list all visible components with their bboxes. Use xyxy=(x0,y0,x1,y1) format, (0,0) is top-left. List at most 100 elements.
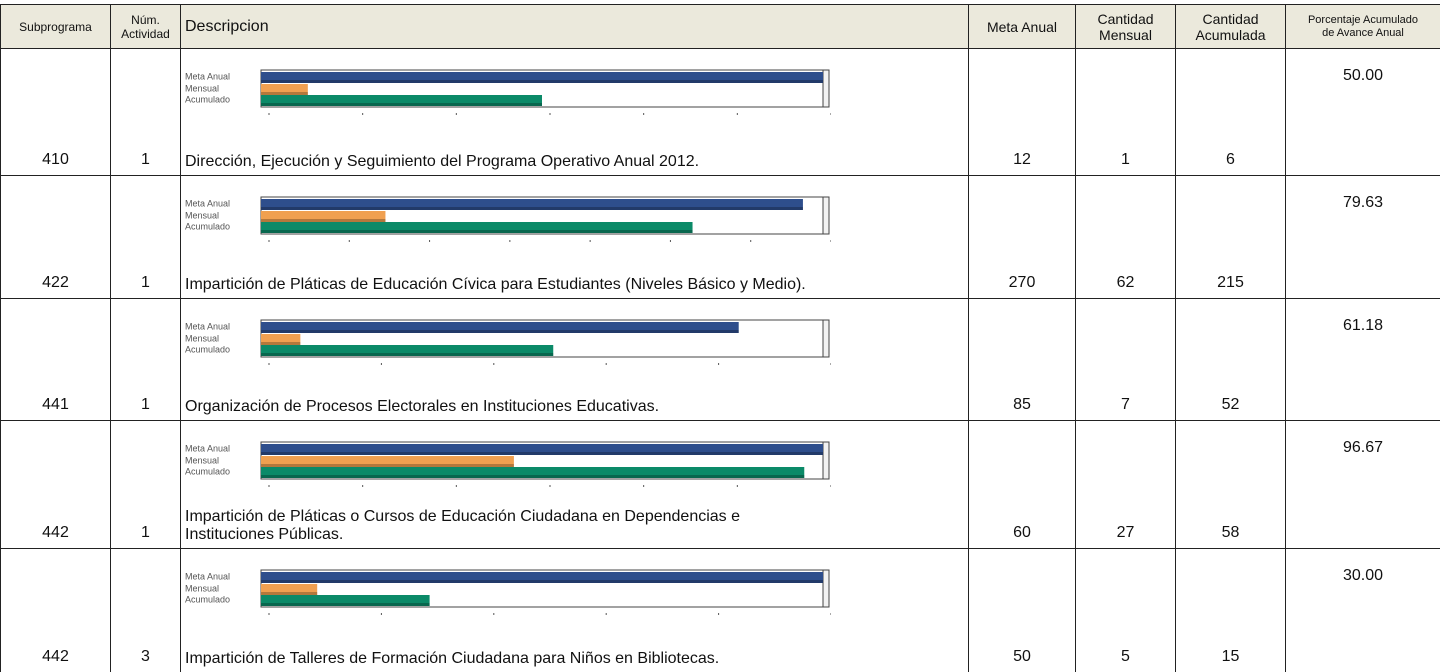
table-cell: 215 xyxy=(1175,175,1286,299)
cantidad-mensual: 27 xyxy=(1116,524,1135,541)
header-cell: Subprograma xyxy=(0,4,111,49)
bar xyxy=(261,572,823,583)
table-cell: 270 xyxy=(968,175,1076,299)
table-cell: 1 xyxy=(1075,48,1176,176)
bar xyxy=(261,584,318,595)
bar xyxy=(261,444,823,455)
descripcion-line: Impartición de Pláticas o Cursos de Educ… xyxy=(185,508,741,525)
bar xyxy=(261,456,514,467)
table-cell: 58 xyxy=(1175,420,1286,549)
actividad: 1 xyxy=(141,274,150,291)
bar xyxy=(261,72,823,83)
table-cell: Organización de Procesos Electorales en … xyxy=(180,298,969,421)
descripcion-line: Impartición de Pláticas de Educación Cív… xyxy=(185,276,806,293)
table-cell: 61.18 xyxy=(1285,298,1440,421)
descripcion-line: Impartición de Talleres de Formación Ciu… xyxy=(185,650,720,667)
table-cell: 50.00 xyxy=(1285,48,1440,176)
bar-shade xyxy=(261,342,301,345)
table-cell: 79.63 xyxy=(1285,175,1440,299)
chart-label: Acumulado xyxy=(185,344,230,354)
bar-shade xyxy=(261,219,386,222)
chart-label: Meta Anual xyxy=(185,71,230,81)
cantidad-mensual: 62 xyxy=(1116,274,1135,291)
bar xyxy=(261,95,542,106)
table-cell: 50 xyxy=(968,548,1076,672)
chart-label: Meta Anual xyxy=(185,443,230,453)
header-cell: Descripcion xyxy=(180,4,969,49)
subprograma: 422 xyxy=(42,274,69,291)
bar-shade xyxy=(261,592,318,595)
bar-shade xyxy=(261,475,805,478)
chart-frame-depth xyxy=(822,69,830,108)
descripcion: Impartición de Talleres de Formación Ciu… xyxy=(185,650,964,668)
actividad: 1 xyxy=(141,524,150,541)
table-cell: 1 xyxy=(110,48,181,176)
porcentaje: 79.63 xyxy=(1342,194,1384,211)
bar-shade xyxy=(261,330,739,333)
chart-label: Mensual xyxy=(185,333,219,343)
subprograma: 410 xyxy=(42,151,69,168)
table-cell: 1 xyxy=(110,298,181,421)
header-cell: Meta Anual xyxy=(968,4,1076,49)
bar xyxy=(261,595,430,606)
bar xyxy=(261,199,803,210)
cantidad-acumulada: 215 xyxy=(1217,274,1244,291)
bar-shade xyxy=(261,80,823,83)
cantidad-acumulada: 58 xyxy=(1221,524,1240,541)
bar xyxy=(261,467,805,478)
actividad: 3 xyxy=(141,648,150,665)
table-cell: Impartición de Talleres de Formación Ciu… xyxy=(180,548,969,672)
chart-label: Acumulado xyxy=(185,466,230,476)
table-cell: Dirección, Ejecución y Seguimiento del P… xyxy=(180,48,969,176)
table-cell: 60 xyxy=(968,420,1076,549)
bar xyxy=(261,334,301,345)
table-cell: 422 xyxy=(0,175,111,299)
chart-frame-depth xyxy=(822,569,830,608)
header-text: Meta Anual xyxy=(986,18,1058,35)
chart-label: Meta Anual xyxy=(185,198,230,208)
bar-shade xyxy=(261,207,803,210)
chart-label: Mensual xyxy=(185,583,219,593)
descripcion: Dirección, Ejecución y Seguimiento del P… xyxy=(185,153,964,171)
descripcion: Impartición de Pláticas de Educación Cív… xyxy=(185,276,964,294)
cantidad-acumulada: 52 xyxy=(1221,396,1240,413)
chart-frame-depth xyxy=(822,196,830,235)
bar xyxy=(261,222,693,233)
meta-anual: 50 xyxy=(1013,648,1031,665)
chart-label: Mensual xyxy=(185,210,219,220)
chart-label: Mensual xyxy=(185,83,219,93)
bar-shade xyxy=(261,92,308,95)
header-cell: Cantidad Acumulada xyxy=(1175,4,1286,49)
table-cell: 7 xyxy=(1075,298,1176,421)
table-cell: 12 xyxy=(968,48,1076,176)
meta-anual: 270 xyxy=(1008,274,1036,291)
table-cell: 6 xyxy=(1175,48,1286,176)
table-cell: 3 xyxy=(110,548,181,672)
chart-label: Meta Anual xyxy=(185,321,230,331)
bar-shade xyxy=(261,353,554,356)
table-cell: 1 xyxy=(110,420,181,549)
porcentaje: 50.00 xyxy=(1342,67,1384,84)
header-text: Cantidad xyxy=(1097,10,1154,27)
bar-shade xyxy=(261,230,693,233)
actividad: 1 xyxy=(141,396,150,413)
table-cell: 5 xyxy=(1075,548,1176,672)
actividad: 1 xyxy=(141,151,150,168)
chart-frame-depth xyxy=(822,441,830,480)
bar-shade xyxy=(261,603,430,606)
header-cell: Cantidad Mensual xyxy=(1075,4,1176,49)
bar xyxy=(261,322,739,333)
table-cell: Impartición de Pláticas o Cursos de Educ… xyxy=(180,420,969,549)
descripcion-line: Organización de Procesos Electorales en … xyxy=(185,398,660,415)
table-cell: 1 xyxy=(110,175,181,299)
table-cell: 52 xyxy=(1175,298,1286,421)
table-cell: 442 xyxy=(0,420,111,549)
cantidad-mensual: 1 xyxy=(1121,151,1130,168)
porcentaje: 30.00 xyxy=(1342,567,1384,584)
meta-anual: 85 xyxy=(1013,396,1031,413)
chart-label: Meta Anual xyxy=(185,571,230,581)
meta-anual: 12 xyxy=(1013,151,1031,168)
table-cell: 85 xyxy=(968,298,1076,421)
